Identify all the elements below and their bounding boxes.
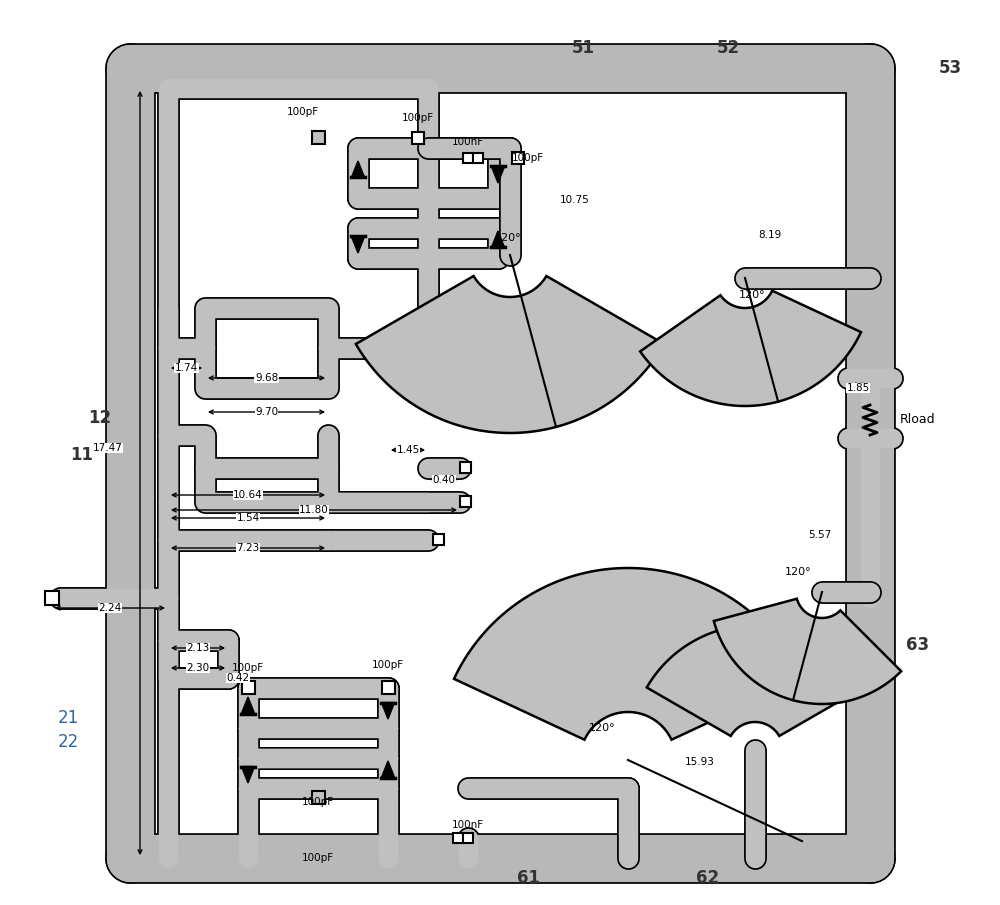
Text: 100pF: 100pF xyxy=(402,113,434,123)
Polygon shape xyxy=(381,702,395,719)
Text: 11: 11 xyxy=(70,446,94,464)
Text: 52: 52 xyxy=(716,39,740,57)
Text: 2.30: 2.30 xyxy=(186,663,210,673)
Text: 7.23: 7.23 xyxy=(236,543,260,553)
Text: 51: 51 xyxy=(572,39,594,57)
Text: 17.47: 17.47 xyxy=(93,443,123,453)
Text: 100nF: 100nF xyxy=(452,137,484,147)
Text: 10.75: 10.75 xyxy=(560,195,590,205)
Text: 10.64: 10.64 xyxy=(233,490,263,500)
Text: 53: 53 xyxy=(938,59,962,77)
Bar xyxy=(453,833,463,843)
Polygon shape xyxy=(640,291,861,406)
Text: 0.40: 0.40 xyxy=(432,475,456,485)
Text: 1.85: 1.85 xyxy=(846,383,870,393)
Polygon shape xyxy=(241,767,255,783)
Polygon shape xyxy=(491,231,505,247)
Text: 100pF: 100pF xyxy=(302,853,334,863)
Polygon shape xyxy=(647,625,863,736)
Polygon shape xyxy=(491,167,505,183)
Polygon shape xyxy=(454,568,802,739)
Text: 120°: 120° xyxy=(785,567,811,577)
Bar xyxy=(512,152,524,164)
Bar xyxy=(45,591,59,605)
Bar xyxy=(460,497,471,508)
Text: 2.24: 2.24 xyxy=(98,603,122,613)
Text: 11.80: 11.80 xyxy=(299,505,329,515)
Text: 2.13: 2.13 xyxy=(186,643,210,653)
Text: 120°: 120° xyxy=(589,723,615,733)
Text: 12: 12 xyxy=(88,409,112,427)
Text: 120°: 120° xyxy=(739,290,765,300)
Polygon shape xyxy=(356,276,664,433)
Bar xyxy=(432,535,444,546)
Bar xyxy=(463,833,473,843)
Polygon shape xyxy=(351,161,365,177)
Text: 22: 22 xyxy=(57,733,79,751)
Text: 100pF: 100pF xyxy=(232,663,264,673)
Text: 0.42: 0.42 xyxy=(226,673,250,683)
Polygon shape xyxy=(351,236,365,253)
Text: 9.70: 9.70 xyxy=(255,407,278,417)
Text: 15.93: 15.93 xyxy=(685,757,715,767)
Text: 120°: 120° xyxy=(495,233,521,243)
Polygon shape xyxy=(381,761,395,777)
Bar xyxy=(473,153,483,163)
Text: 9.68: 9.68 xyxy=(255,373,278,383)
Bar xyxy=(460,462,471,473)
Bar xyxy=(312,792,324,805)
Text: 100nF: 100nF xyxy=(452,820,484,830)
Text: 63: 63 xyxy=(906,636,930,654)
Text: 1.45: 1.45 xyxy=(396,445,420,455)
Text: 1.54: 1.54 xyxy=(236,513,260,523)
Text: Rload: Rload xyxy=(900,414,936,426)
Text: 21: 21 xyxy=(57,709,79,727)
Text: 100pF: 100pF xyxy=(287,107,319,117)
Bar xyxy=(382,681,394,694)
Polygon shape xyxy=(241,697,255,713)
Text: 5.57: 5.57 xyxy=(808,530,832,540)
Text: 100pF: 100pF xyxy=(302,797,334,807)
Bar xyxy=(242,681,254,694)
Text: 100pF: 100pF xyxy=(512,153,544,163)
Bar xyxy=(412,132,424,144)
Bar xyxy=(463,153,473,163)
Text: 61: 61 xyxy=(516,869,540,887)
Text: 1.74: 1.74 xyxy=(175,363,198,373)
Text: 100pF: 100pF xyxy=(372,660,404,670)
Bar xyxy=(312,131,324,145)
Text: 62: 62 xyxy=(696,869,720,887)
Polygon shape xyxy=(714,599,901,704)
Text: 8.19: 8.19 xyxy=(758,230,782,240)
